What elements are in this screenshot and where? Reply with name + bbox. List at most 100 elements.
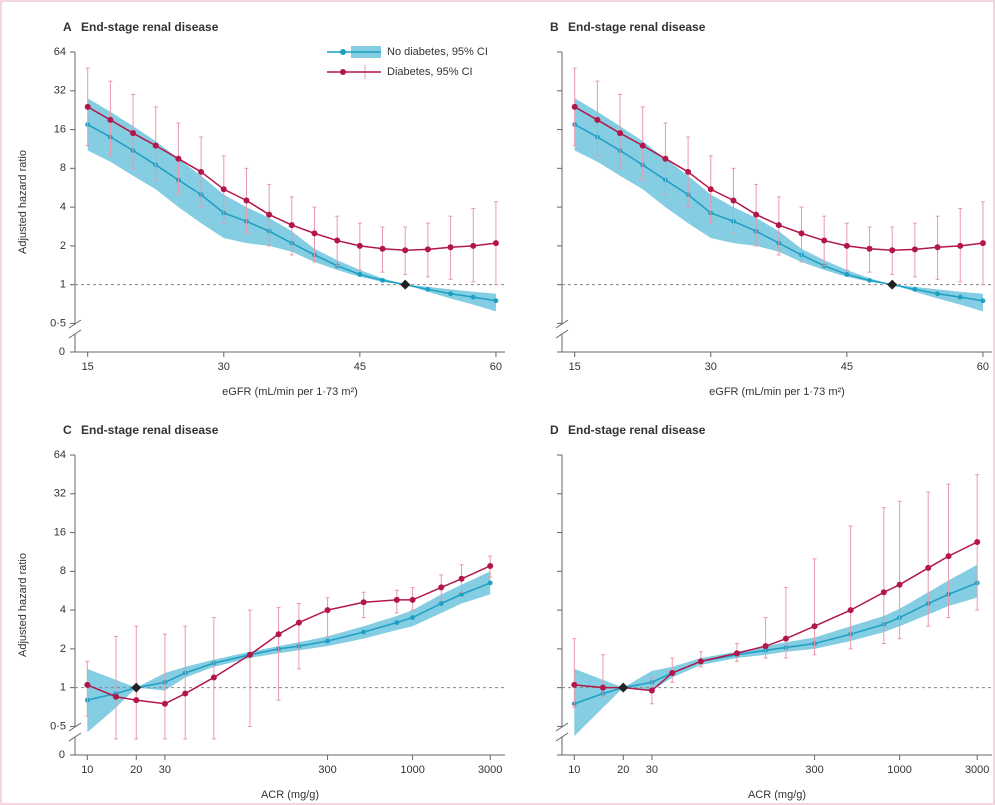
legend-label: Diabetes, 95% CI (387, 66, 473, 78)
y-axis-label: Adjusted hazard ratio (17, 150, 29, 254)
point (775, 222, 782, 229)
point (979, 240, 986, 247)
point (492, 240, 499, 247)
y-tick-label: 2 (60, 240, 66, 252)
y-break-label: 0 (59, 346, 65, 358)
point (107, 116, 114, 123)
point (425, 286, 431, 292)
panel-title: End-stage renal disease (81, 20, 219, 34)
point (599, 684, 606, 691)
point (782, 635, 789, 642)
reference-point (887, 279, 898, 290)
axis-break (68, 732, 82, 742)
x-tick-label: 45 (841, 361, 853, 373)
point (182, 690, 189, 697)
axis-break (555, 722, 569, 732)
point (360, 599, 367, 606)
point (438, 601, 444, 606)
ci-band (574, 564, 978, 737)
point (974, 539, 981, 546)
point (957, 294, 963, 300)
point (220, 186, 227, 193)
x-tick-label: 30 (646, 764, 658, 776)
x-tick-label: 1000 (887, 764, 911, 776)
point (617, 130, 624, 137)
x-tick-label: 20 (617, 764, 629, 776)
point (334, 237, 341, 244)
point (648, 687, 655, 694)
point (911, 246, 918, 253)
y-break-label: 0 (59, 749, 65, 761)
point (210, 674, 217, 681)
x-tick-label: 20 (130, 764, 142, 776)
series-line (574, 582, 978, 705)
point (325, 638, 330, 644)
point (84, 681, 91, 688)
panel-label: A (63, 20, 72, 34)
ci-band (87, 98, 496, 312)
point (402, 247, 409, 254)
reference-point (618, 682, 629, 693)
x-axis-label: ACR (mg/g) (748, 789, 806, 801)
point (925, 564, 932, 571)
point (438, 584, 445, 591)
ci-band (87, 571, 491, 733)
axis-break (555, 732, 569, 742)
point (669, 669, 676, 676)
point (912, 286, 918, 292)
point (393, 596, 400, 603)
panel-title: End-stage renal disease (568, 423, 706, 437)
point (571, 681, 578, 688)
point (980, 298, 986, 304)
series-line (574, 541, 978, 692)
point (275, 631, 282, 638)
point (361, 629, 367, 635)
point (896, 581, 903, 588)
x-tick-label: 30 (218, 361, 230, 373)
y-tick-label: 4 (60, 604, 66, 616)
point (639, 142, 646, 149)
point (493, 298, 499, 304)
axis-break (68, 329, 82, 339)
series-line (87, 582, 491, 701)
point (152, 142, 159, 149)
x-tick-label: 30 (159, 764, 171, 776)
point (470, 242, 477, 249)
x-tick-label: 15 (82, 361, 94, 373)
y-tick-label: 4 (60, 201, 66, 213)
point (889, 247, 896, 254)
x-axis-label: eGFR (mL/min per 1·73 m²) (709, 386, 845, 398)
x-tick-label: 300 (318, 764, 336, 776)
point (324, 607, 331, 614)
y-tick-label: 0·5 (50, 317, 66, 329)
y-tick-label: 8 (60, 565, 66, 577)
point (458, 575, 465, 582)
point (175, 155, 182, 162)
axis-break (555, 319, 569, 329)
point (379, 245, 386, 252)
y-axis-label: Adjusted hazard ratio (17, 553, 29, 657)
x-tick-label: 15 (569, 361, 581, 373)
point (161, 700, 168, 707)
x-tick-label: 45 (354, 361, 366, 373)
point (487, 562, 494, 569)
y-tick-label: 64 (54, 46, 66, 58)
legend-swatch (340, 69, 346, 75)
x-tick-label: 3000 (965, 764, 989, 776)
panel-title: End-stage renal disease (81, 423, 219, 437)
point (697, 658, 704, 665)
point (844, 272, 850, 277)
point (867, 277, 872, 283)
point (447, 244, 454, 251)
x-tick-label: 1000 (400, 764, 424, 776)
point (459, 591, 464, 597)
point (847, 607, 854, 614)
reference-point (400, 279, 411, 290)
x-tick-label: 10 (568, 764, 580, 776)
y-tick-label: 1 (60, 682, 66, 694)
point (733, 650, 740, 657)
point (394, 620, 400, 625)
point (571, 103, 578, 110)
